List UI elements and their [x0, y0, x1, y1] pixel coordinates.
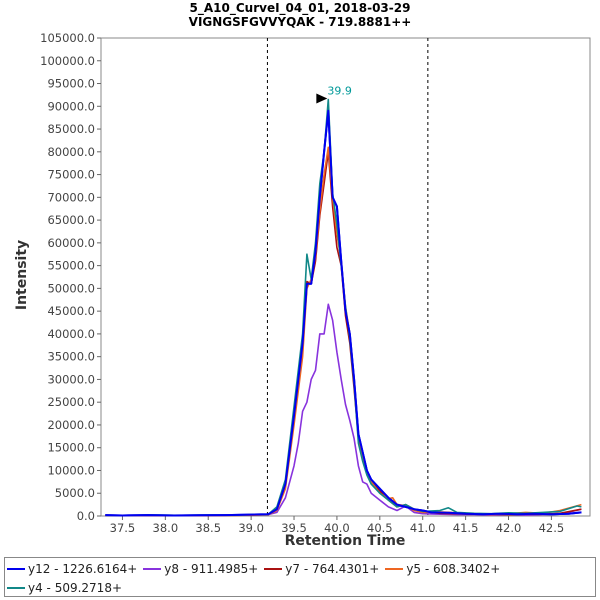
legend-label: y5 - 608.3402+	[406, 561, 501, 576]
peak-annotation-label: 39.9	[327, 84, 352, 97]
x-tick-label: 42.0	[496, 521, 522, 535]
y-tick-label: 25000.0	[47, 395, 95, 409]
y-tick-label: 80000.0	[47, 145, 95, 159]
legend-label: y8 - 911.4985+	[164, 561, 259, 576]
y-tick-label: 15000.0	[47, 441, 95, 455]
y-tick-label: 35000.0	[47, 350, 95, 364]
legend-label: y12 - 1226.6164+	[28, 561, 138, 576]
y-tick-label: 50000.0	[47, 281, 95, 295]
legend-item: y8 - 911.4985+	[143, 559, 258, 578]
y-tick-label: 10000.0	[47, 463, 95, 477]
plot-area	[100, 37, 591, 517]
legend-item: y5 - 608.3402+	[385, 559, 500, 578]
y-tick-label: 90000.0	[47, 99, 95, 113]
y-tick-label: 70000.0	[47, 190, 95, 204]
peak-annotation: 39.9	[316, 84, 352, 104]
x-tick-label: 40.5	[367, 521, 393, 535]
peak-marker-icon	[316, 93, 328, 104]
legend-swatch	[143, 567, 162, 570]
y-tick-label: 85000.0	[47, 122, 95, 136]
y-tick-label: 20000.0	[47, 418, 95, 432]
legend-swatch	[264, 567, 283, 570]
legend-item: y7 - 764.4301+	[264, 559, 379, 578]
legend: y12 - 1226.6164+ y8 - 911.4985+ y7 - 764.4…	[4, 557, 596, 597]
x-tick-label: 39.0	[238, 521, 264, 535]
series-line-1-top	[105, 109, 582, 517]
x-tick-label: 38.0	[153, 521, 179, 535]
legend-label: y4 - 509.2718+	[28, 580, 123, 595]
x-tick-label: 42.5	[539, 521, 565, 535]
legend-label: y7 - 764.4301+	[285, 561, 380, 576]
chart-title: 5_A10_CurveI_04_01, 2018-03-29	[190, 1, 411, 16]
x-tick-label: 41.5	[453, 521, 479, 535]
y-axis: 0.0 5000.0 10000.0 15000.0 20000.0 25000.0 300…	[40, 31, 101, 523]
y-tick-label: 45000.0	[47, 304, 95, 318]
x-tick-label: 40.0	[324, 521, 350, 535]
y-tick-label: 40000.0	[47, 327, 95, 341]
y-tick-label: 55000.0	[47, 259, 95, 273]
x-tick-label: 37.5	[110, 521, 136, 535]
y-tick-label: 30000.0	[47, 372, 95, 386]
y-tick-label: 105000.0	[40, 31, 95, 45]
y-tick-label: 5000.0	[55, 486, 95, 500]
legend-item: y12 - 1226.6164+	[7, 559, 137, 578]
y-tick-label: 0.0	[77, 509, 95, 523]
y-tick-label: 60000.0	[47, 236, 95, 250]
x-tick-label: 39.5	[281, 521, 307, 535]
legend-swatch	[7, 586, 25, 589]
x-axis: 37.5 38.0 38.5 39.0 39.5 40.0 40.5 41.0 41.5 42.0…	[110, 516, 565, 535]
y-axis-label: Intensity	[14, 240, 30, 310]
series-lines	[105, 98, 582, 517]
x-axis-label: Retention Time	[285, 533, 406, 549]
y-tick-label: 100000.0	[40, 54, 95, 68]
legend-swatch	[385, 567, 404, 570]
chart-canvas: 5_A10_CurveI_04_01, 2018-03-29 VIGNGSFGV…	[14, 1, 591, 549]
plot-border	[100, 37, 591, 517]
legend-item: y4 - 509.2718+	[7, 578, 122, 597]
legend-swatch	[7, 567, 25, 570]
y-tick-label: 75000.0	[47, 168, 95, 182]
boundary-lines	[266, 38, 429, 516]
chart-subtitle: VIGNGSFGVVYQAK - 719.8881++	[189, 15, 412, 29]
y-tick-label: 95000.0	[47, 77, 95, 91]
x-tick-label: 41.0	[410, 521, 436, 535]
x-tick-label: 38.5	[195, 521, 221, 535]
y-tick-label: 65000.0	[47, 213, 95, 227]
